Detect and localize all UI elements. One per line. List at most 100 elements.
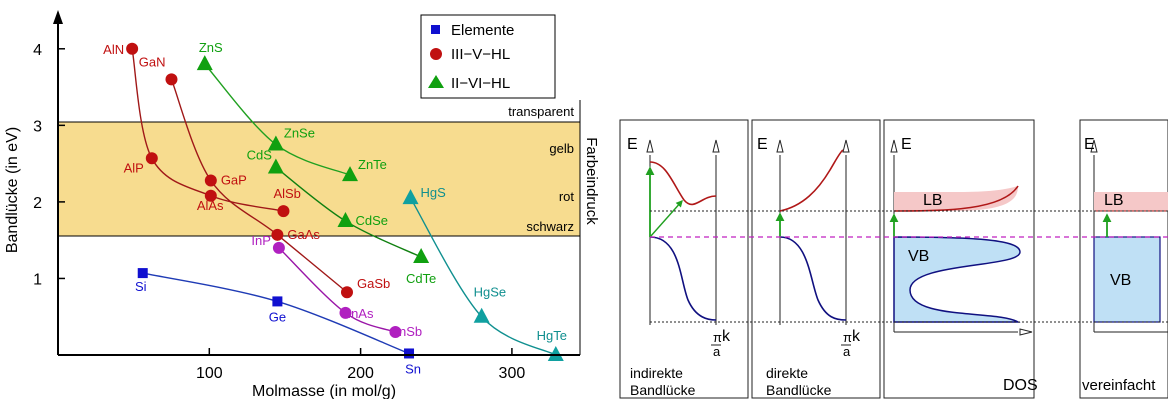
panel-indirect-k-label: k (722, 328, 731, 345)
point-label-ge: Ge (269, 309, 286, 324)
point-label-gan: GaN (139, 54, 166, 69)
point-label-insb: InSb (395, 324, 422, 339)
e-axis-arrow-icon (1090, 139, 1098, 153)
panel-direct-caption-2: Bandlücke (766, 382, 832, 398)
panel-dos-frame (883, 119, 1035, 399)
point-label-aln: AlN (103, 42, 124, 57)
point-label-inp: InP (251, 233, 271, 248)
point-label-alas: AlAs (197, 198, 224, 213)
panel-direct-pi: π (843, 330, 852, 345)
panel-indirect-caption-1: indirekte (630, 365, 683, 381)
data-point-alsb (277, 205, 290, 218)
data-point-gan (165, 73, 178, 86)
point-label-sn: Sn (405, 361, 421, 376)
panel-indirect: E k π a indirekte Bandlücke (619, 119, 749, 399)
panel-simplified-vb-label: VB (1110, 272, 1131, 289)
panel-direct-conduction-band (779, 149, 844, 212)
point-label-alp: AlP (124, 160, 144, 175)
data-point-sn (404, 348, 415, 359)
data-point-cdte (413, 248, 430, 264)
legend: Elemente III−V−HL II−VI−HL (420, 14, 556, 99)
data-point-gaas (271, 228, 284, 241)
data-point-hgs (402, 189, 419, 205)
panel-indirect-valence-band (649, 236, 717, 321)
data-point-inp (272, 241, 285, 254)
panel-indirect-frame (619, 119, 749, 399)
bandgap-chart: Si Ge Sn AlN AlP AlAs AlSb GaN GaP GaAs GaSb InP InA… (4, 10, 600, 399)
panel-simplified-caption: vereinfacht (1082, 377, 1156, 394)
data-point-alp (145, 152, 158, 165)
data-point-gasb (340, 286, 353, 299)
point-label-hgte: HgTe (537, 328, 567, 343)
k-boundary-arrow-icon (842, 139, 850, 153)
point-label-cdte: CdTe (406, 271, 436, 286)
panel-dos-vb-fill (893, 236, 1021, 323)
panel-dos-lb-fill (894, 186, 1018, 211)
right-axis-label: Farbeindruck (583, 137, 600, 225)
y-tick-label: 4 (33, 42, 42, 59)
point-label-znte: ZnTe (358, 157, 387, 172)
panel-simplified-lb-fill (1094, 192, 1168, 211)
data-point-zns (196, 55, 213, 71)
y-tick-label: 2 (33, 195, 42, 212)
band-structure-diagrams: E k π a indirekte Bandlücke E k π a dire… (619, 119, 1168, 399)
e-axis-arrow-icon (646, 139, 654, 153)
y-tick-label: 3 (33, 118, 42, 135)
region-label-gelb: gelb (549, 141, 574, 156)
legend-marker-ii-vi (428, 75, 444, 88)
panel-simplified-frame (1079, 119, 1168, 399)
region-label-schwarz: schwarz (526, 219, 574, 234)
data-point-alas (204, 189, 217, 202)
panel-simplified: E LB VB vereinfacht (1079, 119, 1168, 399)
data-point-gap (204, 174, 217, 187)
panel-indirect-pi: π (713, 330, 722, 345)
point-label-si: Si (135, 279, 147, 294)
y-tick-label: 1 (33, 271, 42, 288)
k-boundary-arrow-icon (712, 139, 720, 153)
x-axis-label: Molmasse (in mol/g) (252, 383, 396, 399)
series-line-iii-v (131, 48, 284, 212)
panel-indirect-caption-2: Bandlücke (630, 382, 696, 398)
point-label-cds: CdS (247, 147, 273, 162)
panel-indirect-e-label: E (627, 136, 638, 153)
panel-dos: E LB VB DOS (883, 119, 1038, 399)
data-point-znse (267, 135, 284, 151)
panel-simplified-lb-label: LB (1104, 192, 1124, 209)
panel-simplified-e-label: E (1084, 136, 1095, 153)
region-label-rot: rot (559, 189, 575, 204)
point-label-inas: InAs (347, 306, 374, 321)
panel-indirect-a: a (713, 344, 721, 359)
panel-direct: E k π a direkte Bandlücke (751, 119, 881, 399)
y-axis-arrow-icon (53, 10, 63, 24)
region-label-transparent: transparent (508, 104, 574, 119)
panel-indirect-conduction-band (649, 161, 717, 206)
y-axis-label: Bandlücke (in eV) (4, 127, 21, 253)
dos-axis-arrow-icon (1019, 328, 1033, 336)
data-point-hgse (473, 307, 490, 323)
data-point-hgte (547, 346, 564, 361)
data-point-inas (339, 306, 352, 319)
panel-direct-k-label: k (852, 328, 861, 345)
panel-dos-x-label: DOS (1003, 377, 1038, 394)
point-label-gaas: GaAs (287, 227, 320, 242)
panel-dos-vb-label: VB (908, 248, 929, 265)
panel-indirect-indirect-arrow (649, 199, 683, 238)
e-axis-arrow-icon (890, 139, 898, 153)
point-label-hgse: HgSe (474, 285, 507, 300)
legend-label-iii-v: III−V−HL (451, 46, 510, 63)
data-point-znte (342, 166, 359, 182)
panel-dos-lb-label: LB (923, 192, 943, 209)
legend-marker-iii-v (430, 48, 442, 60)
point-label-hgs: HgS (421, 185, 447, 200)
point-label-gasb: GaSb (357, 276, 390, 291)
panel-direct-caption-1: direkte (766, 365, 808, 381)
x-tick-label: 100 (196, 365, 223, 382)
series-line-iii-v (170, 79, 348, 293)
legend-label-ii-vi: II−VI−HL (451, 75, 510, 92)
point-label-znse: ZnSe (284, 125, 315, 140)
legend-box (420, 14, 556, 99)
legend-label-elemente: Elemente (451, 22, 514, 39)
point-label-zns: ZnS (199, 40, 223, 55)
panel-dos-e-label: E (901, 136, 912, 153)
panel-direct-frame (751, 119, 881, 399)
